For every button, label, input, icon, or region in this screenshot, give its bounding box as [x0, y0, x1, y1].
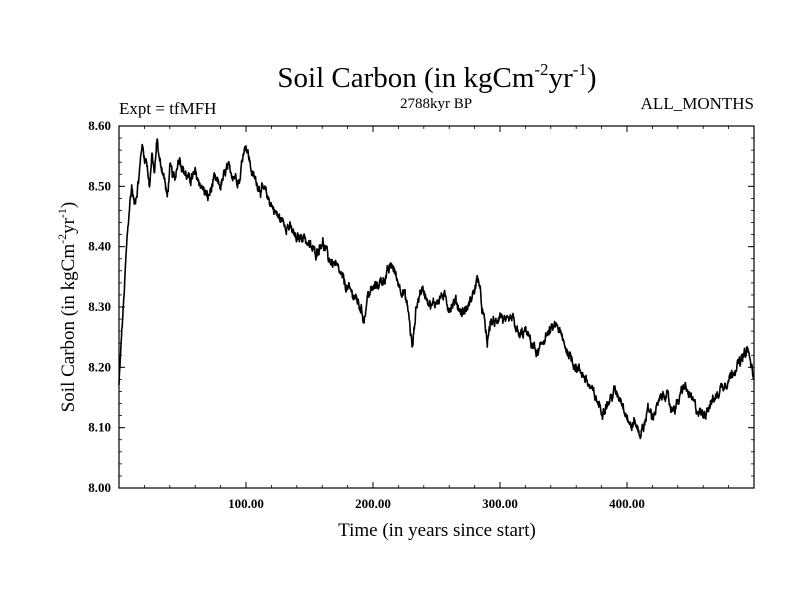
x-tick-label: 100.00 [228, 496, 264, 511]
chart-title: Soil Carbon (in kgCm-2yr-1) [277, 60, 596, 94]
x-tick-label: 200.00 [355, 496, 391, 511]
series-group [118, 138, 755, 440]
y-tick-label: 8.40 [88, 239, 111, 254]
x-tick-label: 400.00 [609, 496, 645, 511]
x-tick-label: 300.00 [482, 496, 518, 511]
series-line [118, 138, 755, 440]
y-axis-label: Soil Carbon (in kgCm-2yr-1) [55, 202, 79, 413]
y-tick-label: 8.00 [88, 480, 111, 495]
y-axis: 8.00 8.10 8.20 8.30 8.40 8.50 8.60 [88, 118, 754, 495]
period-label: 2788kyr BP [400, 96, 472, 112]
y-tick-label: 8.10 [88, 420, 111, 435]
x-axis: 100.00 200.00 300.00 400.00 [118, 126, 755, 511]
x-axis-label: Time (in years since start) [338, 520, 536, 541]
y-tick-label: 8.60 [88, 118, 111, 133]
y-tick-label: 8.30 [88, 299, 111, 314]
experiment-label: Expt = tfMFH [119, 99, 216, 118]
plot-area [118, 125, 755, 489]
months-label: ALL_MONTHS [641, 94, 754, 113]
y-tick-label: 8.20 [88, 359, 111, 374]
y-tick-label: 8.50 [88, 178, 111, 193]
